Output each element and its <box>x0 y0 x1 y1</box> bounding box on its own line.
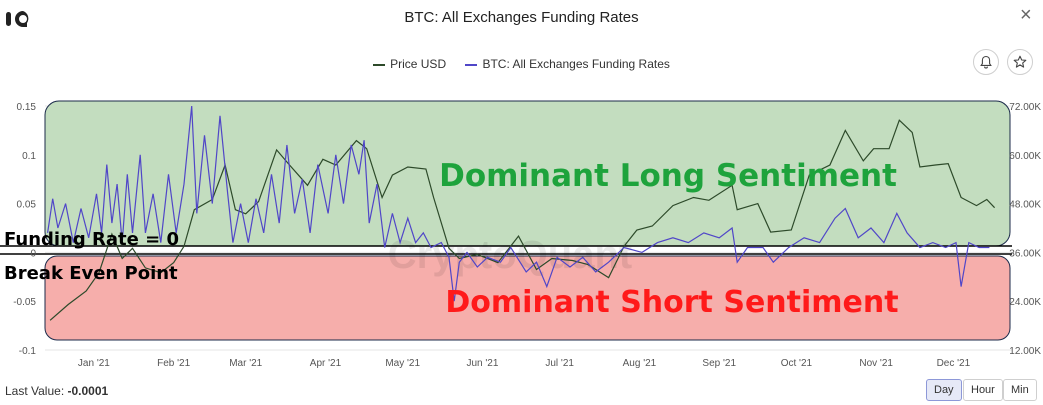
y-right-tick-label: 72.00K <box>1009 102 1041 113</box>
range-hour-button[interactable]: Hour <box>963 379 1003 401</box>
right-axis-ticks: 72.00K 60.00K 48.00K 36.00K 24.00K 12.00K <box>1009 102 1041 357</box>
x-tick-label: Nov '21 <box>859 358 893 369</box>
watermark: CryptoQuant <box>388 233 632 277</box>
zero-line-annotation: Funding Rate = 0 <box>4 229 179 250</box>
short-sentiment-label: Dominant Short Sentiment <box>445 285 898 320</box>
y-right-tick-label: 12.00K <box>1009 346 1041 357</box>
funding-rate-chart: 0.15 0.1 0.05 0 -0.05 -0.1 72.00K 60.00K 48.00K… <box>0 0 1043 375</box>
range-min-button[interactable]: Min <box>1003 379 1037 401</box>
x-tick-label: Dec '21 <box>937 358 971 369</box>
long-sentiment-label: Dominant Long Sentiment <box>439 158 897 194</box>
x-tick-label: Oct '21 <box>781 358 813 369</box>
y-left-tick-label: 0 <box>30 248 36 259</box>
y-left-tick-label: -0.1 <box>19 346 37 357</box>
break-even-annotation: Break Even Point <box>4 263 178 284</box>
y-left-tick-label: -0.05 <box>13 297 36 308</box>
x-tick-label: Apr '21 <box>310 358 342 369</box>
y-left-tick-label: 0.15 <box>17 102 37 113</box>
x-axis-ticks: Jan '21 Feb '21 Mar '21 Apr '21 May '21 Jun '… <box>78 358 971 369</box>
y-left-tick-label: 0.05 <box>17 200 37 211</box>
x-tick-label: Aug '21 <box>623 358 657 369</box>
y-right-tick-label: 24.00K <box>1009 297 1041 308</box>
last-value-label: Last Value: <box>5 384 64 398</box>
x-tick-label: Jul '21 <box>545 358 574 369</box>
range-day-button[interactable]: Day <box>926 379 962 401</box>
last-value-number: -0.0001 <box>68 384 109 398</box>
y-right-tick-label: 60.00K <box>1009 151 1041 162</box>
x-tick-label: Sep '21 <box>702 358 736 369</box>
last-value: Last Value: -0.0001 <box>5 384 108 398</box>
x-tick-label: Jun '21 <box>466 358 498 369</box>
x-tick-label: May '21 <box>385 358 420 369</box>
y-right-tick-label: 48.00K <box>1009 200 1041 211</box>
x-tick-label: Feb '21 <box>157 358 190 369</box>
y-right-tick-label: 36.00K <box>1009 248 1041 259</box>
x-tick-label: Jan '21 <box>78 358 110 369</box>
x-tick-label: Mar '21 <box>229 358 262 369</box>
y-left-tick-label: 0.1 <box>22 151 36 162</box>
